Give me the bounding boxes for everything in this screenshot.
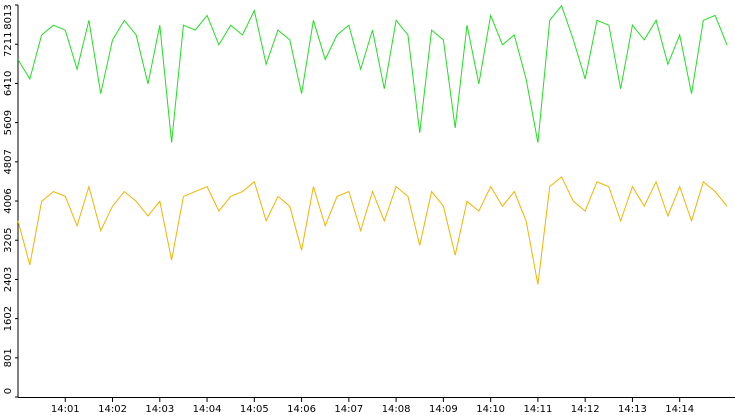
- x-tick-label: 14:04: [193, 404, 222, 415]
- x-tick-label: 14:14: [665, 404, 694, 415]
- x-tick-label: 14:02: [98, 404, 127, 415]
- x-tick-label: 14:07: [334, 404, 363, 415]
- y-tick-label: 1602: [3, 306, 14, 331]
- y-tick-label: 0: [3, 388, 14, 394]
- x-tick-label: 14:13: [618, 404, 647, 415]
- y-tick-label: 4807: [3, 149, 14, 174]
- y-tick-label: 3205: [3, 227, 14, 252]
- x-tick-label: 14:10: [476, 404, 505, 415]
- y-tick-label: 4006: [3, 188, 14, 213]
- y-tick-label: 7211: [3, 32, 14, 57]
- x-tick-label: 14:05: [240, 404, 269, 415]
- x-tick-label: 14:08: [382, 404, 411, 415]
- y-tick-label: 5609: [3, 110, 14, 135]
- x-tick-label: 14:12: [571, 404, 600, 415]
- y-tick-label: 8013: [3, 4, 14, 29]
- x-tick-label: 14:01: [51, 404, 80, 415]
- x-tick-label: 14:06: [287, 404, 316, 415]
- series-line: [17, 4, 728, 143]
- y-tick-label: 2403: [3, 267, 14, 292]
- x-tick-label: 14:03: [145, 404, 174, 415]
- series-line: [17, 176, 728, 285]
- y-tick-label: 6410: [3, 71, 14, 96]
- y-tick-label: 801: [3, 348, 14, 367]
- x-tick-label: 14:11: [523, 404, 552, 415]
- x-tick-label: 14:09: [429, 404, 458, 415]
